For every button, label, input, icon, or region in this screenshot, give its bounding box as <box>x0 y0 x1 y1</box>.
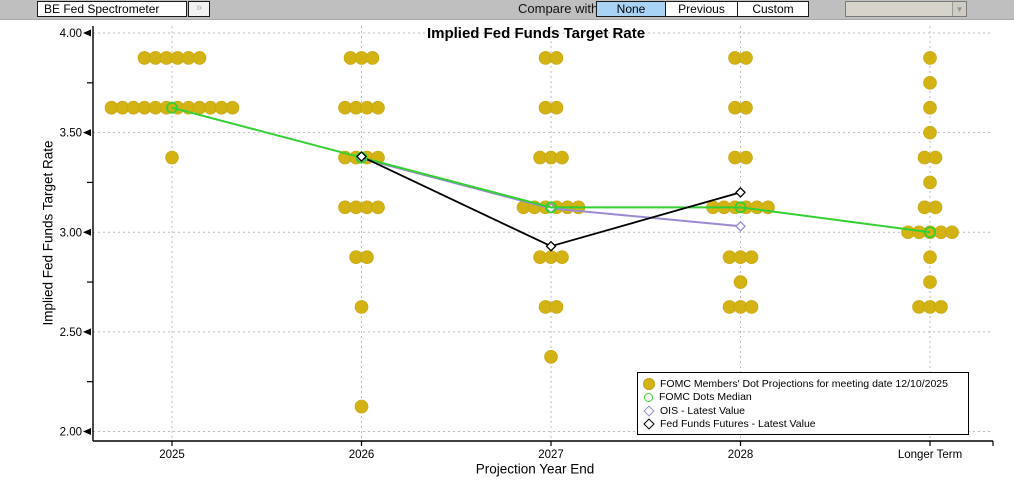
compare-custom-button[interactable]: Custom <box>737 1 809 17</box>
svg-text:3.00: 3.00 <box>60 227 82 239</box>
gridlines <box>93 26 993 441</box>
futures-markers <box>356 151 746 252</box>
svg-text:2026: 2026 <box>349 449 375 461</box>
svg-text:2028: 2028 <box>728 449 754 461</box>
chart-title: Implied Fed Funds Target Rate <box>426 25 646 42</box>
ois-diamond-icon <box>643 405 655 417</box>
legend: FOMC Members' Dot Projections for meetin… <box>637 372 969 435</box>
svg-text:2.00: 2.00 <box>60 427 82 439</box>
svg-text:2027: 2027 <box>538 449 564 461</box>
svg-text:2.50: 2.50 <box>60 327 82 339</box>
legend-label: OIS - Latest Value <box>660 404 746 417</box>
toolbar: BE Fed Spectrometer » Compare with None … <box>0 0 1014 20</box>
svg-text:3.50: 3.50 <box>60 128 82 140</box>
median-line <box>171 106 931 234</box>
compare-custom-dropdown[interactable]: ▾ <box>845 1 967 17</box>
expand-button[interactable]: » <box>188 1 210 17</box>
fomc-dot-icon <box>643 377 655 390</box>
legend-item: OIS - Latest Value <box>643 404 963 418</box>
compare-with-label: Compare with <box>518 1 599 16</box>
median-markers <box>166 101 936 239</box>
legend-label: Fed Funds Futures - Latest Value <box>660 418 816 431</box>
svg-text:Longer Term: Longer Term <box>898 449 962 461</box>
median-circle-icon <box>644 392 653 402</box>
svg-text:4.00: 4.00 <box>60 28 82 40</box>
legend-item: FOMC Members' Dot Projections for meetin… <box>643 377 963 391</box>
legend-item: Fed Funds Futures - Latest Value <box>643 418 963 432</box>
legend-label: FOMC Dots Median <box>659 391 752 404</box>
y-axis-title: Implied Fed Funds Target Rate <box>40 140 56 326</box>
axes: 4.00 3.50 3.00 2.50 2.00 2025 2026 2027 2028 Long… <box>60 26 994 461</box>
app-selector-dropdown[interactable]: BE Fed Spectrometer <box>37 1 187 17</box>
legend-item: FOMC Dots Median <box>643 391 963 405</box>
compare-previous-button[interactable]: Previous <box>665 1 738 17</box>
futures-diamond-icon <box>643 418 655 430</box>
legend-label: FOMC Members' Dot Projections for meetin… <box>660 377 948 390</box>
dropdown-arrow-icon: ▾ <box>952 2 966 16</box>
x-axis-title: Projection Year End <box>475 461 595 477</box>
compare-none-button[interactable]: None <box>596 1 666 17</box>
svg-text:2025: 2025 <box>159 449 185 461</box>
